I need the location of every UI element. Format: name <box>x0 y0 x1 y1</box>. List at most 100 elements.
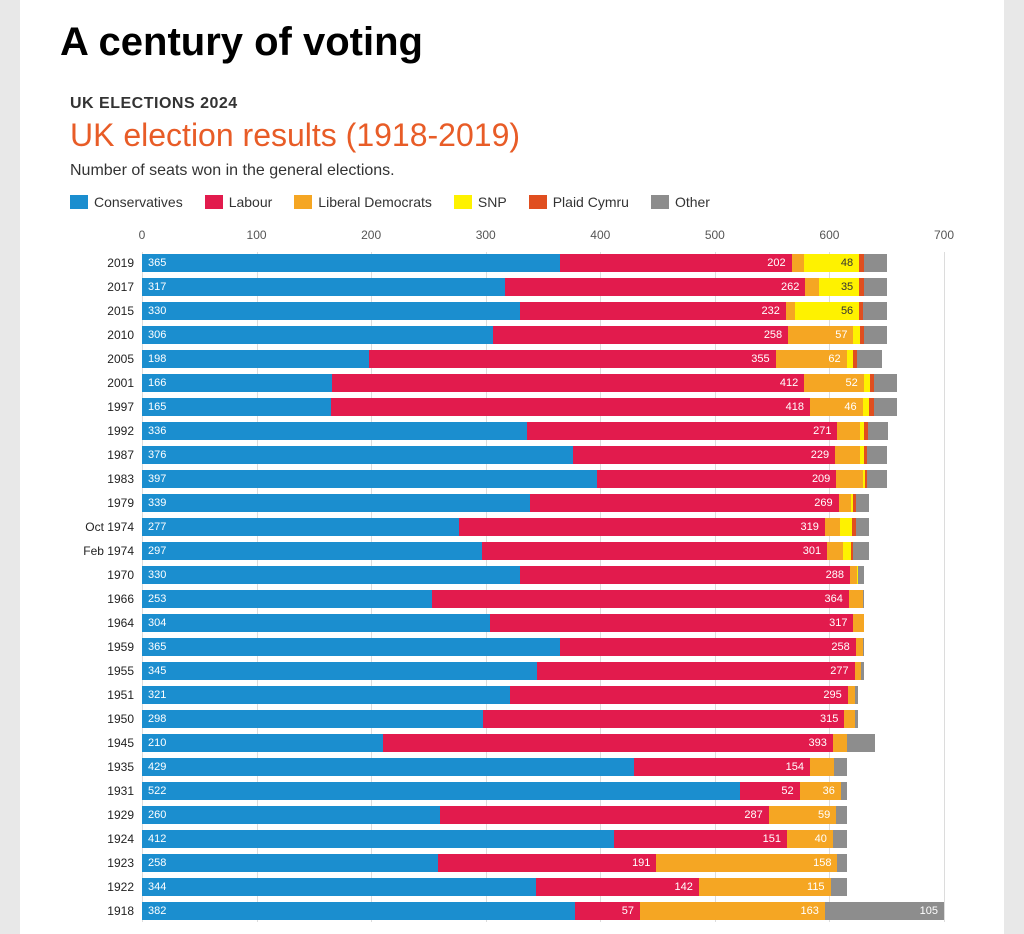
year-label: 2005 <box>70 352 142 366</box>
legend-label: Labour <box>229 194 273 210</box>
bar-segment-oth <box>864 254 887 272</box>
stacked-bar: 298315 <box>142 710 944 728</box>
year-label: 1923 <box>70 856 142 870</box>
segment-value: 163 <box>801 905 819 917</box>
segment-value: 330 <box>148 569 166 581</box>
bar-segment-lab: 319 <box>459 518 824 536</box>
bar-row: Feb 1974297301 <box>70 540 944 562</box>
bar-segment-lab: 288 <box>520 566 850 584</box>
x-tick: 0 <box>139 228 146 242</box>
segment-value: 319 <box>800 521 818 533</box>
year-label: 1966 <box>70 592 142 606</box>
bar-segment-con: 297 <box>142 542 482 560</box>
bar-row: 191838257163105 <box>70 900 944 922</box>
chart-container: UK ELECTIONS 2024 UK election results (1… <box>20 95 1004 922</box>
bar-segment-lib: 115 <box>699 878 831 896</box>
legend-item: Plaid Cymru <box>529 194 629 210</box>
segment-value: 48 <box>841 257 853 269</box>
segment-value: 57 <box>622 905 634 917</box>
legend-swatch <box>454 195 472 209</box>
segment-value: 317 <box>829 617 847 629</box>
bar-row: 1935429154 <box>70 756 944 778</box>
segment-value: 271 <box>813 425 831 437</box>
bar-segment-con: 382 <box>142 902 575 920</box>
bar-segment-lib: 52 <box>804 374 864 392</box>
year-label: 1951 <box>70 688 142 702</box>
bar-segment-lab: 277 <box>537 662 854 680</box>
x-tick: 600 <box>819 228 839 242</box>
bar-segment-con: 522 <box>142 782 740 800</box>
segment-value: 40 <box>815 833 827 845</box>
segment-value: 306 <box>148 329 166 341</box>
bar-segment-oth <box>853 542 869 560</box>
segment-value: 260 <box>148 809 166 821</box>
segment-value: 56 <box>841 305 853 317</box>
bar-row: 201731726235 <box>70 276 944 298</box>
segment-value: 258 <box>764 329 782 341</box>
bar-segment-oth <box>864 278 887 296</box>
stacked-bar: 365 202 48 <box>142 254 944 272</box>
stacked-bar: 31726235 <box>142 278 944 296</box>
chart-title: UK election results (1918-2019) <box>70 117 944 154</box>
segment-value: 262 <box>781 281 799 293</box>
segment-value: 258 <box>831 641 849 653</box>
year-label: 1945 <box>70 736 142 750</box>
bar-segment-oth <box>858 566 864 584</box>
bar-segment-oth <box>831 878 847 896</box>
bar-row: 199716541846 <box>70 396 944 418</box>
bar-segment-oth <box>834 758 847 776</box>
bar-segment-con: 321 <box>142 686 510 704</box>
gridline <box>944 252 945 922</box>
segment-value: 418 <box>786 401 804 413</box>
year-label: 1959 <box>70 640 142 654</box>
bar-segment-lab: 209 <box>597 470 836 488</box>
bar-segment-oth <box>864 326 887 344</box>
bar-row: 1983397209 <box>70 468 944 490</box>
segment-value: 202 <box>767 257 785 269</box>
bar-segment-con: 365 <box>142 254 560 272</box>
bar-segment-con: 429 <box>142 758 634 776</box>
year-label: 1924 <box>70 832 142 846</box>
bar-segment-snp <box>843 542 851 560</box>
segment-value: 429 <box>148 761 166 773</box>
bar-segment-lab: 229 <box>573 446 835 464</box>
bar-segment-lib <box>833 734 847 752</box>
bar-segment-con: 376 <box>142 446 573 464</box>
plot-area: 0100200300400500600700 20193652024820173… <box>70 228 944 922</box>
segment-value: 298 <box>148 713 166 725</box>
stacked-bar: 330 288 <box>142 566 944 584</box>
segment-value: 198 <box>148 353 166 365</box>
bar-segment-lab: 52 <box>740 782 800 800</box>
bar-segment-lib <box>835 446 860 464</box>
bar-segment-con: 365 <box>142 638 560 656</box>
stacked-bar: 19835562 <box>142 350 944 368</box>
bar-row: 1970 330 288 <box>70 564 944 586</box>
year-label: 1979 <box>70 496 142 510</box>
year-label: 2019 <box>70 256 142 270</box>
bar-segment-oth <box>863 590 864 608</box>
bar-segment-oth <box>856 518 870 536</box>
bar-segment-lib <box>849 590 863 608</box>
stacked-bar: 277 319 <box>142 518 944 536</box>
bar-segment-lib <box>805 278 819 296</box>
segment-value: 304 <box>148 617 166 629</box>
bar-segment-oth: 105 <box>825 902 944 920</box>
segment-value: 345 <box>148 665 166 677</box>
segment-value: 57 <box>835 329 847 341</box>
bar-segment-lab: 151 <box>614 830 787 848</box>
bar-row: 1964304317 <box>70 612 944 634</box>
x-tick: 500 <box>705 228 725 242</box>
segment-value: 253 <box>148 593 166 605</box>
bar-row: 192441215140 <box>70 828 944 850</box>
bar-row: 1987376229 <box>70 444 944 466</box>
bar-row: Oct 1974277319 <box>70 516 944 538</box>
segment-value: 62 <box>828 353 840 365</box>
stacked-bar: 321295 <box>142 686 944 704</box>
bar-segment-con: 277 <box>142 518 459 536</box>
segment-value: 115 <box>807 881 825 893</box>
bar-segment-lab: 287 <box>440 806 769 824</box>
segment-value: 258 <box>148 857 166 869</box>
year-label: 1970 <box>70 568 142 582</box>
bar-row: 1922344142115 <box>70 876 944 898</box>
bar-segment-oth <box>863 302 887 320</box>
